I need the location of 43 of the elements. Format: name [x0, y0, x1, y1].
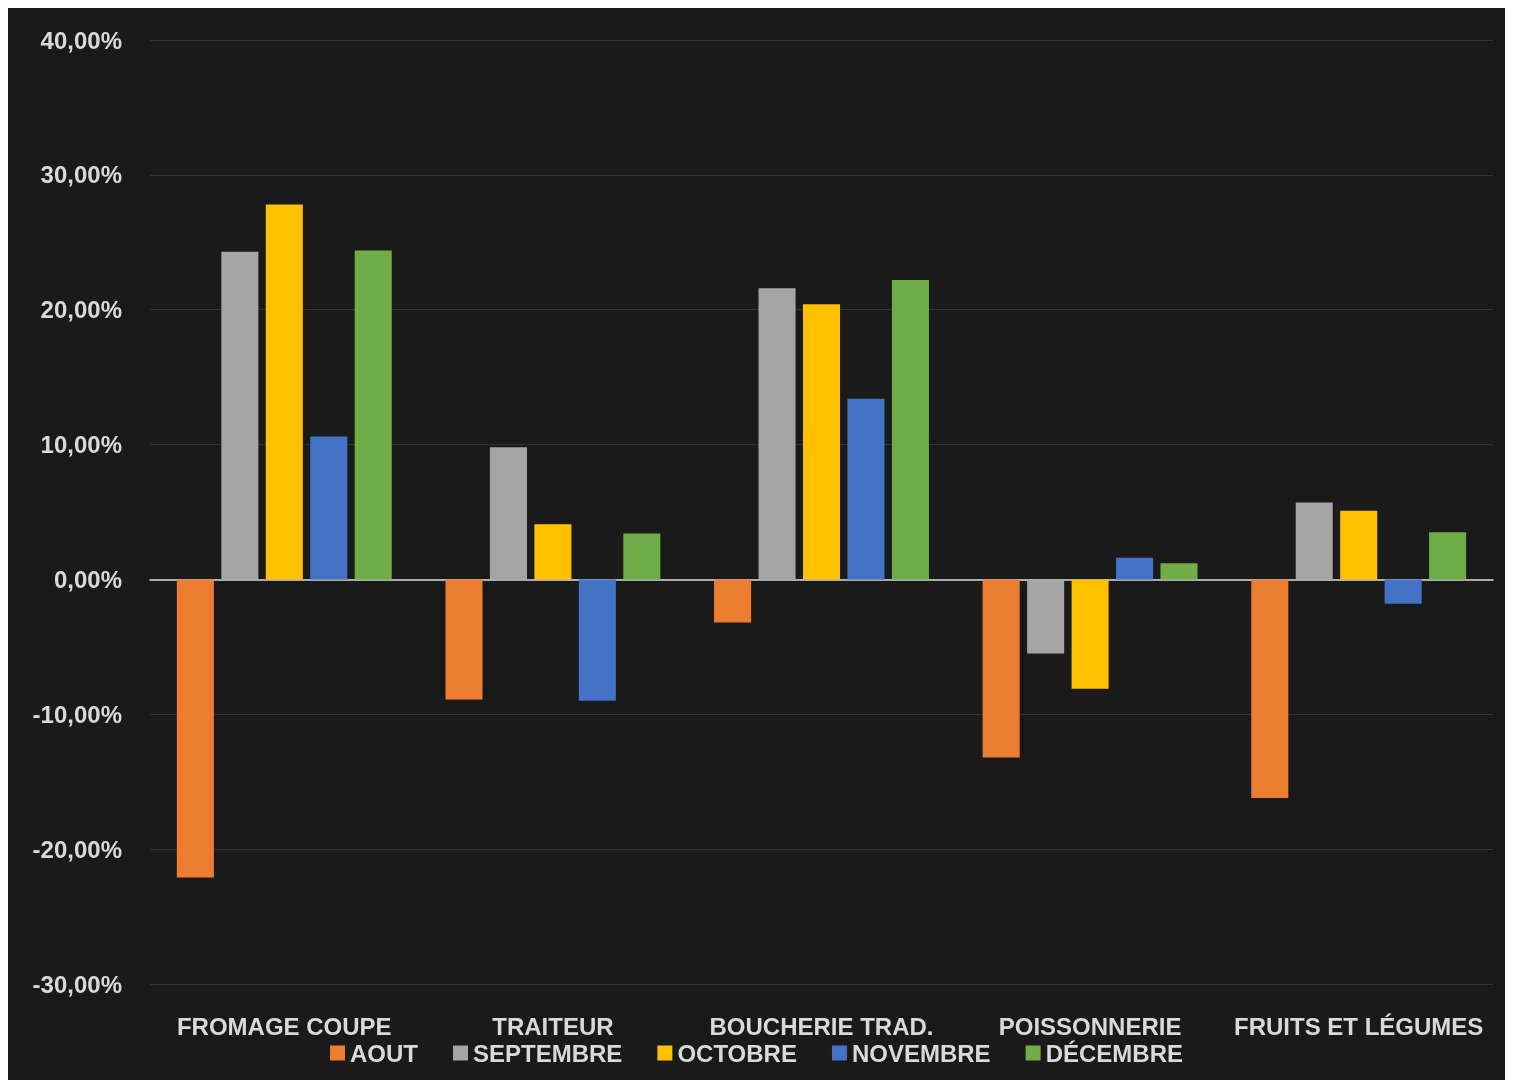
y-tick-label: -30,00%	[32, 970, 122, 998]
y-tick-label: -10,00%	[32, 700, 122, 728]
bar	[578, 579, 616, 701]
bar	[891, 280, 929, 580]
y-tick-label: 30,00%	[40, 161, 122, 189]
bar	[1340, 510, 1378, 580]
bar	[1384, 579, 1422, 604]
bar	[1160, 563, 1198, 580]
legend-label: NOVEMBRE	[851, 1039, 991, 1067]
bar	[354, 250, 392, 580]
bar	[310, 436, 348, 580]
y-tick-label: 20,00%	[40, 296, 122, 324]
x-tick-label: POISSONNERIE	[998, 1012, 1182, 1040]
bar	[489, 447, 527, 580]
y-tick-label: 10,00%	[40, 431, 122, 459]
bar	[623, 533, 661, 580]
y-tick-label: 40,00%	[40, 26, 122, 54]
legend-label: AOUT	[350, 1039, 419, 1067]
bar	[445, 579, 483, 700]
x-tick-label: FROMAGE COUPE	[176, 1012, 392, 1040]
bar	[176, 579, 214, 878]
bar	[847, 398, 885, 580]
bar	[982, 579, 1020, 758]
legend-label: DÉCEMBRE	[1045, 1039, 1183, 1067]
bar	[714, 579, 752, 623]
legend-label: OCTOBRE	[677, 1039, 797, 1067]
x-tick-label: TRAITEUR	[492, 1012, 614, 1040]
x-tick-label: FRUITS ET LÉGUMES	[1234, 1012, 1484, 1040]
bar	[758, 288, 796, 580]
y-tick-label: -20,00%	[32, 835, 122, 863]
legend-label: SEPTEMBRE	[473, 1039, 623, 1067]
y-tick-label: 0,00%	[53, 565, 122, 593]
bar	[1295, 502, 1333, 580]
bar	[1429, 532, 1467, 580]
bar	[534, 524, 572, 580]
bar	[1027, 579, 1065, 654]
bar	[1251, 579, 1289, 798]
bar	[802, 304, 841, 580]
bar	[221, 251, 259, 580]
bar	[1116, 557, 1154, 580]
bar	[1071, 579, 1109, 689]
bar	[265, 204, 303, 580]
x-tick-label: BOUCHERIE TRAD.	[709, 1012, 934, 1040]
